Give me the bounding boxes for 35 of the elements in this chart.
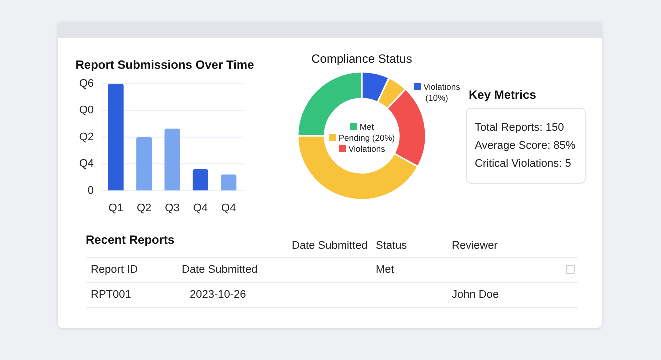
text: Status	[376, 240, 408, 252]
bar	[221, 174, 237, 191]
text: Report ID	[91, 264, 138, 276]
text: RPT001	[91, 289, 132, 301]
text: Reviewer	[452, 240, 498, 252]
text: Date Submitted	[292, 240, 368, 252]
chart-title: Compliance Status	[310, 52, 414, 66]
x-tick-label: Q1	[108, 202, 124, 214]
text: Recent Reports	[86, 233, 175, 247]
legend-label: Violations	[348, 144, 386, 155]
legend-label: Met	[358, 122, 376, 133]
x-tick-label: Q4	[222, 202, 236, 214]
chart-title: Report Submissions Over Time	[74, 58, 256, 72]
bar	[136, 137, 152, 191]
text: Q0	[79, 104, 94, 117]
text: Key Metrics	[469, 88, 538, 102]
bar	[192, 169, 208, 191]
text: 0	[88, 184, 94, 197]
text: Met	[376, 264, 394, 276]
x-tick-label: Q3	[165, 202, 180, 214]
text: John Doe	[452, 289, 500, 301]
x-tick-label: Q4	[193, 202, 208, 214]
bar	[164, 128, 180, 191]
text: Q4	[79, 158, 94, 170]
text: Q2	[79, 131, 94, 144]
legend-label: Violations (10%)	[422, 82, 462, 104]
text: Date Submitted	[182, 264, 258, 276]
text: 2023-10-26	[190, 289, 246, 301]
text: Total Reports: 150	[475, 121, 566, 136]
x-tick-label: Q2	[136, 202, 152, 214]
text: Critical Violations: 5	[475, 157, 572, 172]
text: Average Score: 85%	[475, 139, 577, 154]
bar	[108, 84, 124, 191]
legend-label: Pending (20%)	[338, 133, 396, 144]
text: Q6	[79, 78, 94, 90]
